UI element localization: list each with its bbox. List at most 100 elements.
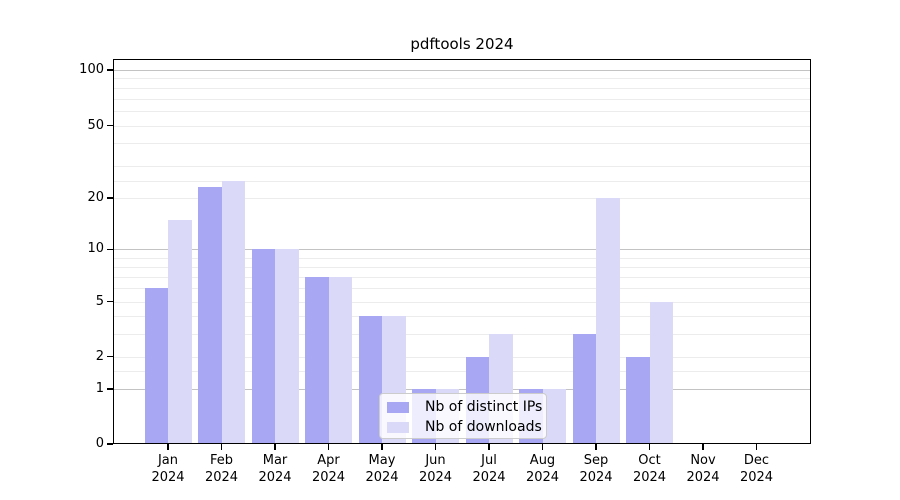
y-gridline-major (113, 70, 811, 71)
x-tick-label-month: Dec (743, 453, 770, 468)
y-tick-label: 10 (87, 241, 104, 257)
legend-label-distinct-ips: Nb of distinct IPs (425, 399, 543, 415)
x-tick-mark (381, 444, 383, 450)
y-gridline-minor (113, 125, 811, 127)
x-tick-label-month: Sep (583, 453, 609, 468)
x-tick-label: Jul 2024 (457, 452, 521, 486)
y-gridline-minor (113, 356, 811, 358)
x-tick-label: May 2024 (350, 452, 414, 486)
plot-area: Nb of distinct IPs Nb of downloads (113, 59, 811, 444)
y-tick-mark (107, 443, 113, 445)
x-tick-label: Apr 2024 (297, 452, 361, 486)
y-gridline-minor (113, 111, 811, 113)
x-tick-label-month: Mar (262, 453, 288, 468)
x-tick-label-month: Aug (529, 453, 556, 468)
bar-downloads-oct (649, 301, 673, 444)
y-gridline-minor (113, 301, 811, 303)
x-tick-mark (755, 444, 758, 450)
x-tick-label: Jun 2024 (404, 452, 468, 486)
x-tick-label-year: 2024 (418, 470, 453, 485)
x-tick-label-month: Jul (481, 453, 497, 468)
y-gridline-minor (113, 143, 811, 145)
y-tick-label: 20 (87, 190, 104, 205)
y-tick-mark (107, 69, 113, 71)
x-tick-label: Nov 2024 (671, 452, 735, 486)
y-gridline-minor (113, 257, 811, 259)
y-gridline-minor (113, 276, 811, 278)
bar-distinct-ips-sep (572, 333, 596, 444)
y-gridline-minor (113, 371, 811, 373)
x-tick-label-month: May (368, 453, 396, 468)
y-gridline-minor (113, 166, 811, 168)
y-gridline-minor (113, 266, 811, 268)
x-tick-label-year: 2024 (686, 470, 720, 485)
x-tick-label: Jan 2024 (136, 452, 200, 486)
x-tick-label: Aug 2024 (511, 452, 575, 486)
y-tick-mark (107, 300, 113, 303)
x-tick-mark (648, 444, 651, 450)
y-tick-label: 5 (95, 293, 104, 309)
bar-downloads-feb (221, 180, 245, 444)
x-tick-label-month: Jun (425, 453, 446, 468)
y-gridline-minor (113, 180, 811, 182)
x-tick-mark (274, 444, 276, 450)
x-tick-mark (167, 444, 169, 450)
x-tick-label-year: 2024 (258, 470, 292, 485)
y-gridline-minor (113, 78, 811, 80)
y-tick-mark (107, 355, 113, 358)
x-tick-label-year: 2024 (311, 470, 346, 485)
bar-downloads-jan (168, 219, 192, 444)
bar-downloads-aug (542, 389, 566, 444)
x-tick-label-year: 2024 (151, 470, 185, 485)
bar-distinct-ips-jan (144, 288, 168, 444)
x-tick-label-year: 2024 (632, 470, 667, 485)
x-tick-mark (434, 444, 437, 450)
legend-item-downloads: Nb of downloads (387, 417, 542, 437)
legend-swatch-downloads (387, 421, 409, 433)
x-tick-label: Mar 2024 (243, 452, 307, 486)
y-gridline-minor (113, 98, 811, 100)
x-tick-label: Feb 2024 (190, 452, 254, 486)
y-tick-label: 2 (95, 348, 104, 364)
x-tick-label-month: Jan (157, 453, 179, 468)
bar-downloads-mar (275, 249, 299, 444)
x-tick-mark (595, 444, 597, 450)
bar-distinct-ips-apr (305, 276, 329, 444)
bar-distinct-ips-may (358, 315, 382, 444)
y-gridline-minor (113, 333, 811, 335)
y-gridline-minor (113, 87, 811, 89)
x-tick-label-year: 2024 (579, 470, 613, 485)
x-tick-label-month: Nov (690, 453, 716, 468)
y-tick-mark (107, 388, 113, 390)
legend-label-downloads: Nb of downloads (425, 419, 542, 435)
y-tick-mark (107, 248, 113, 251)
x-tick-mark (702, 444, 704, 450)
y-gridline-minor (113, 315, 811, 317)
bar-distinct-ips-oct (626, 356, 650, 444)
x-tick-mark (541, 444, 544, 450)
legend-swatch-distinct-ips (387, 401, 409, 413)
y-gridline-major (113, 389, 811, 390)
y-gridline-major (113, 249, 811, 251)
legend-item-distinct-ips: Nb of distinct IPs (387, 397, 542, 417)
x-tick-label-month: Apr (317, 453, 340, 468)
legend: Nb of distinct IPs Nb of downloads (379, 393, 547, 439)
y-tick-mark (107, 124, 113, 127)
x-tick-label-year: 2024 (365, 470, 399, 485)
bar-downloads-apr (328, 276, 352, 444)
x-tick-label: Oct 2024 (618, 452, 682, 486)
y-tick-label: 50 (87, 117, 104, 133)
y-tick-label: 0 (95, 436, 104, 451)
bar-distinct-ips-mar (251, 249, 275, 444)
y-tick-label: 100 (79, 62, 104, 77)
x-tick-mark (220, 444, 223, 450)
x-tick-label: Sep 2024 (564, 452, 628, 486)
x-tick-label-year: 2024 (472, 470, 506, 485)
x-tick-label-year: 2024 (739, 470, 774, 485)
x-tick-label: Dec 2024 (725, 452, 789, 486)
x-tick-label-year: 2024 (204, 470, 239, 485)
bar-downloads-sep (596, 198, 620, 444)
bar-distinct-ips-feb (198, 187, 222, 444)
x-tick-mark (488, 444, 490, 450)
